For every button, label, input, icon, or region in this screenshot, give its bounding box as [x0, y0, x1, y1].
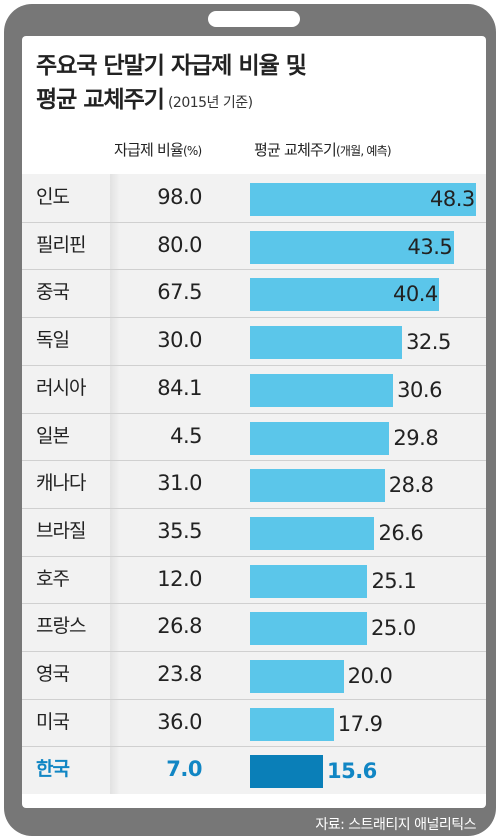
- table-row: 프랑스 26.8 25.0: [22, 603, 486, 650]
- self-supply-ratio-value: 67.5: [157, 280, 202, 305]
- country-label: 영국: [36, 663, 70, 685]
- replacement-cycle-label: 43.5: [407, 234, 453, 259]
- row-divider: [22, 460, 486, 462]
- chart-panel: 주요국 단말기 자급제 비율 및 평균 교체주기 (2015년 기준) 자급제 비…: [22, 36, 486, 808]
- country-label: 독일: [36, 329, 70, 352]
- self-supply-ratio-value: 80.0: [157, 232, 202, 257]
- self-supply-ratio-value: 98.0: [157, 185, 202, 209]
- table-row: 브라질 35.5 26.6: [22, 508, 486, 555]
- replacement-cycle-bar: [250, 660, 344, 693]
- chart-title-line2: 평균 교체주기 (2015년 기준): [36, 86, 253, 117]
- row-divider: [22, 269, 486, 271]
- column-header-ratio-unit: (%): [182, 144, 202, 158]
- replacement-cycle-bar: [250, 469, 385, 503]
- replacement-cycle-bar: [250, 612, 367, 646]
- country-label: 호주: [36, 567, 70, 590]
- row-divider: [22, 221, 486, 223]
- country-label: 프랑스: [36, 615, 86, 638]
- country-label: 필리핀: [36, 233, 86, 256]
- table-row: 인도 98.0 48.3: [22, 174, 486, 221]
- replacement-cycle-bar: [250, 421, 390, 455]
- row-divider: [22, 364, 486, 366]
- table-row: 독일 30.0 32.5: [22, 317, 486, 364]
- row-divider: [22, 651, 486, 652]
- table-row: 한국 7.0 15.6: [22, 746, 486, 793]
- table-row: 호주 12.0 25.1: [22, 556, 486, 603]
- table-row: 영국 23.8 20.0: [22, 651, 486, 698]
- replacement-cycle-label: 29.8: [393, 425, 439, 450]
- replacement-cycle-bar: [250, 564, 368, 598]
- table-row: 캐나다 31.0 28.8: [22, 460, 486, 507]
- self-supply-ratio-value: 7.0: [166, 757, 202, 782]
- self-supply-ratio-value: 31.0: [157, 471, 202, 496]
- self-supply-ratio-value: 30.0: [157, 328, 202, 353]
- column-header-ratio-text: 자급제 비율: [114, 141, 184, 159]
- replacement-cycle-label: 40.4: [393, 282, 438, 307]
- column-header-cycle: 평균 교체주기(개월, 예측): [254, 139, 392, 160]
- replacement-cycle-bar: [250, 373, 394, 407]
- replacement-cycle-label: 17.9: [337, 711, 383, 736]
- country-label: 중국: [36, 281, 70, 304]
- country-label: 인도: [36, 186, 70, 208]
- self-supply-ratio-value: 26.8: [157, 614, 202, 639]
- row-divider: [22, 746, 486, 748]
- chart-title-line1: 주요국 단말기 자급제 비율 및: [36, 53, 307, 79]
- column-header-cycle-text: 평균 교체주기: [254, 141, 337, 159]
- row-divider: [22, 603, 486, 605]
- table-row: 중국 67.5 40.4: [22, 269, 486, 316]
- country-label: 캐나다: [36, 472, 86, 495]
- self-supply-ratio-value: 36.0: [157, 709, 202, 734]
- row-divider: [22, 317, 486, 319]
- table-row: 러시아 84.1 30.6: [22, 365, 486, 412]
- replacement-cycle-label: 25.1: [371, 568, 417, 593]
- row-divider: [22, 698, 486, 700]
- country-label: 브라질: [36, 519, 86, 542]
- replacement-cycle-bar: [250, 230, 454, 264]
- column-header-cycle-unit: (개월, 예측): [335, 144, 392, 158]
- frame-notch: [208, 11, 300, 27]
- replacement-cycle-label: 20.0: [347, 664, 393, 688]
- self-supply-ratio-value: 84.1: [157, 375, 202, 400]
- replacement-cycle-label: 15.6: [326, 759, 377, 784]
- row-divider: [22, 507, 486, 509]
- replacement-cycle-bar: [250, 278, 440, 312]
- country-label: 러시아: [36, 376, 86, 399]
- chart-subtitle: (2015년 기준): [167, 95, 253, 111]
- source-note: 자료: 스트래티지 애널리틱스: [315, 817, 476, 833]
- chart-title-line2-text: 평균 교체주기: [36, 87, 165, 113]
- self-supply-ratio-value: 23.8: [157, 662, 202, 686]
- replacement-cycle-label: 30.6: [397, 377, 442, 402]
- replacement-cycle-label: 25.0: [370, 616, 416, 641]
- replacement-cycle-bar: [250, 183, 476, 216]
- replacement-cycle-bar: [250, 326, 403, 360]
- table-row: 필리핀 80.0 43.5: [22, 222, 486, 269]
- column-separator: [110, 174, 120, 794]
- row-divider: [22, 412, 486, 414]
- self-supply-ratio-value: 12.0: [157, 566, 202, 591]
- replacement-cycle-bar: [250, 516, 375, 550]
- replacement-cycle-label: 48.3: [430, 187, 475, 211]
- self-supply-ratio-value: 4.5: [170, 423, 202, 448]
- replacement-cycle-label: 28.8: [388, 473, 434, 498]
- row-divider: [22, 555, 486, 557]
- country-label: 미국: [36, 710, 70, 733]
- country-label: 한국: [36, 758, 70, 781]
- chart-rows: 인도 98.0 48.3 필리핀 80.0 43.5 중국 67.5 40.4 독일 30.0 32.…: [22, 174, 486, 794]
- self-supply-ratio-value: 35.5: [157, 518, 202, 543]
- country-label: 일본: [36, 424, 70, 447]
- card-frame: 주요국 단말기 자급제 비율 및 평균 교체주기 (2015년 기준) 자급제 비…: [4, 4, 496, 836]
- replacement-cycle-label: 32.5: [406, 330, 451, 355]
- replacement-cycle-label: 26.6: [378, 520, 424, 545]
- table-row: 일본 4.5 29.8: [22, 413, 486, 460]
- replacement-cycle-bar: [250, 707, 334, 741]
- table-row: 미국 36.0 17.9: [22, 699, 486, 746]
- replacement-cycle-bar: [250, 755, 323, 789]
- column-header-ratio: 자급제 비율(%): [114, 139, 202, 160]
